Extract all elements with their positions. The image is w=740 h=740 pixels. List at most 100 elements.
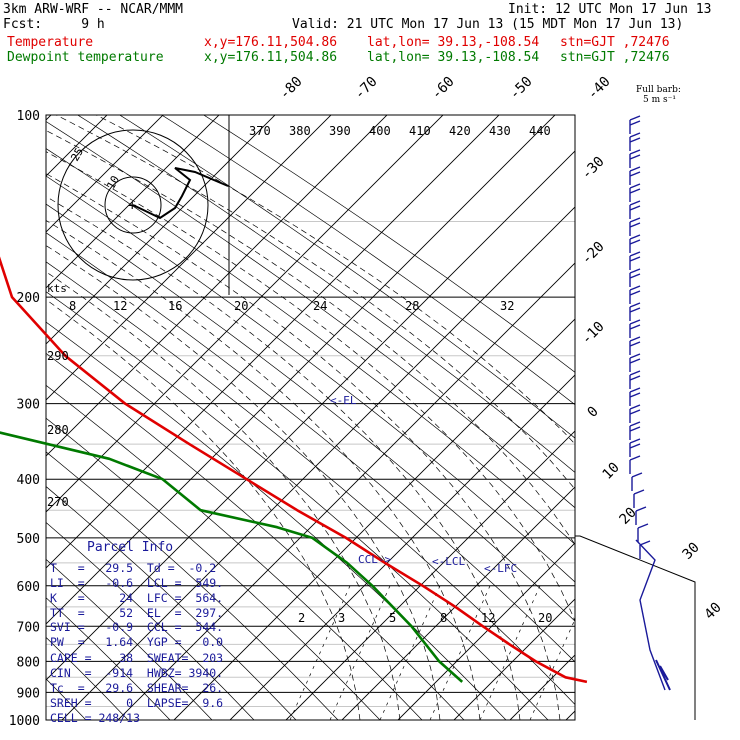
wind-barb-flag bbox=[629, 392, 641, 398]
parcel-row: CIN = -914 HWBZ= 3940. bbox=[50, 666, 224, 680]
isotherm bbox=[734, 20, 740, 720]
wind-barb-flag bbox=[629, 200, 641, 206]
parcel-row: CAPE = 38 SWEAT= 203 bbox=[50, 651, 224, 665]
isotherm bbox=[46, 115, 164, 233]
temperature-tick-label: -20 bbox=[579, 239, 608, 268]
wind-barb-flag bbox=[629, 239, 641, 245]
grid-clipped bbox=[0, 20, 740, 720]
wind-barb-flag bbox=[629, 205, 641, 211]
temperature-legend-label: Temperature bbox=[7, 35, 94, 50]
temperature-tick-label: 0 bbox=[585, 404, 602, 421]
wind-barb-flag bbox=[629, 426, 641, 432]
pressure-tick-label: 200 bbox=[17, 291, 40, 306]
parcel-row: T = 29.5 Td = -0.2 bbox=[50, 561, 217, 575]
isotherm bbox=[341, 486, 575, 720]
wind-barb-flag bbox=[629, 370, 641, 376]
wind-barb-flag bbox=[629, 183, 641, 189]
pressure-tick-label: 900 bbox=[17, 686, 40, 701]
hodograph-origin-marker: + bbox=[128, 198, 136, 214]
wind-barb-flag bbox=[629, 268, 641, 274]
parcel-row: LI = -0.6 LCL = 549. bbox=[50, 576, 224, 590]
wind-barb-flag bbox=[629, 421, 641, 427]
dry-adiabat bbox=[203, 115, 575, 373]
isotherm bbox=[285, 430, 575, 720]
dry-adiabat bbox=[46, 203, 575, 622]
wind-barb-flag bbox=[629, 404, 641, 410]
wind-barb-flag bbox=[629, 387, 641, 393]
wind-barb-flag bbox=[635, 506, 647, 512]
mixing-ratio-label: 20 bbox=[538, 611, 552, 625]
barb-legend-line1: Full barb: bbox=[636, 85, 681, 95]
temperature-tick-label: -70 bbox=[352, 74, 381, 103]
moist-adiabat bbox=[46, 173, 561, 720]
theta-label: 410 bbox=[409, 124, 431, 138]
wind-barb-flag bbox=[629, 171, 641, 177]
hodograph-speed-tick: 8 bbox=[69, 299, 76, 313]
dry-adiabat bbox=[46, 261, 575, 705]
temperature-tick-label: 40 bbox=[702, 600, 725, 623]
temperature-tick-label: -10 bbox=[579, 319, 608, 348]
chart-grid bbox=[0, 20, 740, 721]
isotherm bbox=[46, 115, 500, 569]
dewpoint-legend-label: Dewpoint temperature bbox=[7, 50, 164, 65]
parcel-row: SREH = 0 LAPSE= 9.6 bbox=[50, 696, 224, 710]
pressure-tick-label: 100 bbox=[17, 109, 40, 124]
wind-barb-flag bbox=[629, 256, 641, 262]
isotherm bbox=[0, 20, 34, 720]
parcel-row: CELL = 248/13 bbox=[50, 711, 141, 725]
theta-label: 380 bbox=[289, 124, 311, 138]
wind-barb-flag bbox=[629, 443, 641, 449]
theta-label: 290 bbox=[47, 349, 69, 363]
dry-adiabat bbox=[46, 384, 423, 720]
wind-barb-flag bbox=[629, 455, 641, 461]
wind-barb-flag bbox=[631, 472, 643, 478]
wind-barb-flag bbox=[629, 409, 641, 415]
mixing-ratio-line bbox=[329, 585, 391, 720]
wind-barb-flag bbox=[629, 115, 641, 121]
parcel-row: SVI = -0.9 CCL = 544. bbox=[50, 620, 224, 634]
dry-adiabat bbox=[46, 486, 297, 720]
pressure-tick-label: 500 bbox=[17, 532, 40, 547]
level-annotation: <-EL bbox=[330, 394, 357, 407]
dry-adiabat bbox=[46, 521, 255, 720]
temperature-tick-label: 10 bbox=[600, 460, 623, 483]
theta-label: 270 bbox=[47, 495, 69, 509]
plot-frame bbox=[45, 114, 576, 721]
isotherm bbox=[229, 374, 575, 720]
hodograph-trace bbox=[132, 167, 229, 220]
moist-adiabat bbox=[46, 151, 575, 623]
temperature-tick-label: -60 bbox=[429, 74, 458, 103]
isotherm bbox=[46, 115, 108, 177]
temperature-tick-label: -30 bbox=[579, 154, 608, 183]
wind-barb-flag bbox=[629, 324, 641, 330]
hodograph-speed-tick: 20 bbox=[234, 299, 248, 313]
wind-barb-flag bbox=[629, 166, 641, 172]
wind-barb-flag bbox=[629, 217, 641, 223]
hodograph-ring-label: 25 bbox=[68, 146, 86, 164]
mixing-ratio-line bbox=[289, 585, 351, 720]
isotherm bbox=[61, 206, 575, 720]
temperature-latlon: lat,lon= 39.13,-108.54 bbox=[367, 35, 540, 50]
dry-adiabat bbox=[161, 115, 575, 406]
theta-label: 440 bbox=[529, 124, 551, 138]
theta-label: 280 bbox=[47, 423, 69, 437]
hodograph-speed-tick: 12 bbox=[113, 299, 127, 313]
mixing-ratio-line bbox=[429, 585, 491, 720]
wind-barb-flag bbox=[629, 120, 641, 126]
pressure-tick-label: 800 bbox=[17, 655, 40, 670]
dry-adiabat bbox=[46, 121, 575, 509]
series-line-dewpoint bbox=[0, 431, 464, 683]
isotherm bbox=[46, 115, 276, 345]
hodograph-unit-label: kts bbox=[47, 282, 67, 295]
isotherm bbox=[46, 150, 575, 681]
dewpoint-station: stn=GJT ,72476 bbox=[560, 50, 670, 65]
mixing-ratio-label: 5 bbox=[389, 611, 396, 625]
hodograph-ring-label: 10 bbox=[104, 174, 122, 192]
dry-adiabat bbox=[46, 148, 575, 545]
wind-barb-flag bbox=[629, 273, 641, 279]
temperature-tick-label: 30 bbox=[680, 540, 703, 563]
mixing-ratio-label: 2 bbox=[298, 611, 305, 625]
parcel-info-title: Parcel Info bbox=[87, 540, 174, 555]
wind-barb-flag bbox=[637, 523, 649, 529]
